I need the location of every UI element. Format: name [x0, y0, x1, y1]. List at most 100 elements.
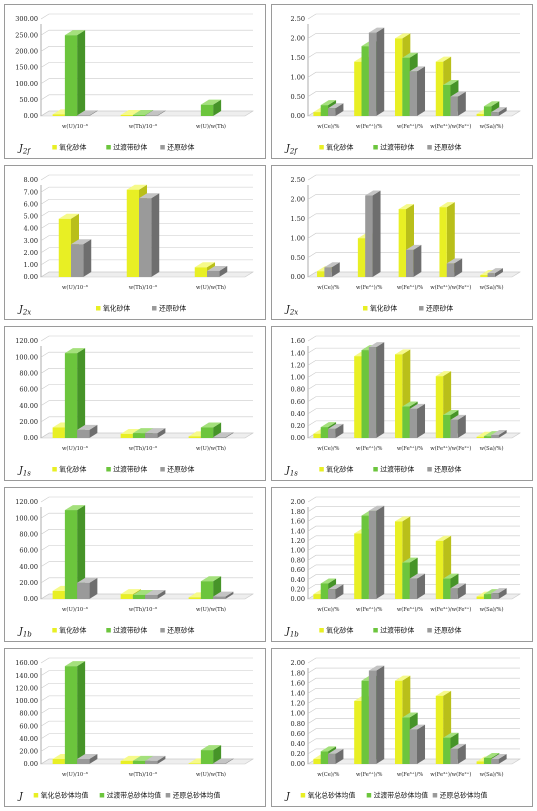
x-category-label: w(Ce)/%: [317, 771, 339, 778]
bar-front: [52, 114, 65, 116]
bar-side: [213, 745, 222, 764]
bar-side: [89, 110, 98, 116]
legend-swatch: [373, 145, 378, 150]
bar-reduced-4: [450, 91, 466, 116]
x-category-label: w(Th)/10⁻⁶: [129, 123, 157, 130]
bar-front: [52, 758, 65, 764]
bar-top: [450, 583, 466, 589]
y-tick-label: 1.20: [291, 537, 305, 545]
bar-top: [409, 403, 426, 409]
gridline: [307, 657, 520, 664]
gridline: [40, 529, 253, 535]
bar-transition-3: [200, 745, 222, 764]
bar-top: [409, 66, 426, 72]
bar-side: [376, 342, 385, 438]
bar-reduced-1: [77, 753, 98, 764]
bar-top: [402, 557, 418, 563]
bar-top: [320, 578, 337, 584]
gridline: [40, 416, 253, 423]
bar-front: [52, 427, 65, 438]
chart-panel-3: 0.00 1.00 2.00 3.00 4.00 5.00 6.00 7.00 8.00 w(U)…: [4, 165, 266, 320]
x-category-label: w(U)/w(Th): [196, 771, 226, 778]
bar-reduced-1: [328, 423, 344, 438]
legend-label: 还原砂体: [167, 465, 194, 474]
legend-swatch: [33, 793, 39, 798]
bar-top: [435, 535, 452, 541]
y-tick-label: 160.00: [15, 659, 38, 667]
y-tick-label: 0.50: [291, 254, 305, 262]
bar-top: [435, 371, 452, 377]
y-tick-label: 0.20: [291, 422, 305, 430]
y-tick-label: 1.50: [291, 54, 305, 62]
bar-front: [77, 758, 90, 764]
gridline: [307, 496, 520, 503]
gridline: [40, 211, 253, 217]
y-tick-label: 100.00: [15, 353, 38, 361]
chart-title: J1s: [284, 465, 298, 478]
bar-reduced-3: [409, 724, 426, 764]
bar-top: [58, 213, 79, 219]
gridline: [307, 408, 520, 415]
bar-front: [313, 758, 321, 764]
bar-top: [213, 432, 234, 438]
bar-front: [317, 271, 325, 277]
x-category-label: w(Ce)/%: [317, 606, 339, 613]
bar-front: [361, 680, 369, 764]
y-tick-label: 1.80: [291, 669, 305, 677]
x-category-label: w(Fe³⁺)/w(Fe²⁺): [430, 123, 471, 130]
chart-svg: 0.00 0.20 0.40 0.60 0.80 1.00 1.20 1.40 1.60 w(Ce…: [284, 335, 522, 478]
x-category-label: w(U)/w(Th): [196, 123, 226, 130]
bar-front: [409, 71, 418, 116]
legend-swatch: [52, 467, 57, 472]
gridline: [307, 564, 520, 571]
legend-swatch: [106, 145, 111, 150]
bar-top: [64, 30, 86, 36]
legend-label: 氧化砂体: [59, 626, 86, 635]
bar-reduced-4: [450, 583, 466, 599]
legend-label: 还原总砂体均值: [173, 791, 221, 800]
bar-front: [354, 356, 362, 438]
bar-top: [132, 589, 154, 595]
gridline: [40, 110, 253, 117]
y-tick-label: 0.00: [24, 760, 38, 768]
gridline: [307, 708, 520, 714]
y-tick-label: 20.00: [19, 748, 38, 756]
legend-label: 过渡带砂体: [113, 465, 147, 474]
bar-front: [443, 737, 451, 764]
bar-side: [219, 265, 228, 277]
legend-label: 氧化砂体: [59, 465, 86, 474]
gridline: [307, 71, 520, 78]
bar-side: [417, 403, 426, 438]
y-tick-label: 60.00: [19, 722, 38, 730]
bar-front: [313, 433, 321, 438]
gridline: [40, 512, 253, 519]
gridline: [307, 33, 520, 39]
chart-panel-8: 0.00 0.20 0.40 0.60 0.80 1.00 1.20 1.40 1.60 1.80…: [271, 487, 533, 642]
bar-side: [446, 202, 455, 277]
gridline: [307, 335, 520, 342]
bar-front: [491, 434, 499, 438]
y-tick-label: 60.00: [19, 386, 38, 394]
x-category-label: w(Th)/10⁻⁶: [129, 284, 157, 291]
legend-swatch: [427, 467, 432, 472]
x-category-label: w(U)/w(Th): [196, 445, 226, 452]
bar-side: [225, 432, 234, 438]
y-tick-label: 2.00: [291, 498, 305, 506]
y-tick-label: 1.40: [291, 690, 305, 698]
gridline: [40, 94, 253, 101]
y-tick-label: 8.00: [24, 176, 38, 184]
gridline: [40, 271, 253, 278]
bar-reduced-2: [145, 110, 166, 116]
bar-side: [457, 583, 466, 599]
bar-front: [491, 758, 499, 764]
bar-front: [406, 249, 414, 277]
y-tick-label: 1.00: [291, 547, 305, 555]
gridline: [40, 758, 253, 765]
bar-reduced-2: [368, 665, 385, 764]
chart-panel-4: 0.00 0.50 1.00 1.50 2.00 2.50 w(Ce)/% w(Fe²⁺)/%…: [271, 165, 533, 320]
legend-label: 氧化砂体: [103, 304, 130, 313]
bar-top: [132, 755, 154, 761]
bar-front: [450, 748, 458, 764]
bar-side: [413, 244, 422, 277]
chart-svg: 0.00 50.00 100.00 150.00 200.00 250.00 300.00 w…: [15, 13, 255, 156]
